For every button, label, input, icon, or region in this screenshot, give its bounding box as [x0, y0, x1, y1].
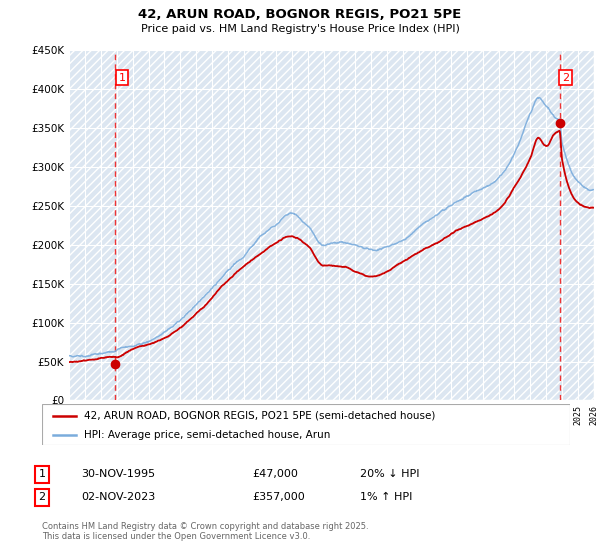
Text: 2: 2	[38, 492, 46, 502]
Text: 1: 1	[119, 73, 125, 83]
Text: 02-NOV-2023: 02-NOV-2023	[81, 492, 155, 502]
Text: HPI: Average price, semi-detached house, Arun: HPI: Average price, semi-detached house,…	[84, 430, 331, 440]
Text: 20% ↓ HPI: 20% ↓ HPI	[360, 469, 419, 479]
Text: 2: 2	[562, 73, 569, 83]
Text: 42, ARUN ROAD, BOGNOR REGIS, PO21 5PE: 42, ARUN ROAD, BOGNOR REGIS, PO21 5PE	[139, 8, 461, 21]
Text: 1% ↑ HPI: 1% ↑ HPI	[360, 492, 412, 502]
Text: Contains HM Land Registry data © Crown copyright and database right 2025.
This d: Contains HM Land Registry data © Crown c…	[42, 522, 368, 542]
Text: £357,000: £357,000	[252, 492, 305, 502]
FancyBboxPatch shape	[42, 404, 570, 445]
Text: 1: 1	[38, 469, 46, 479]
Text: Price paid vs. HM Land Registry's House Price Index (HPI): Price paid vs. HM Land Registry's House …	[140, 24, 460, 34]
Text: 30-NOV-1995: 30-NOV-1995	[81, 469, 155, 479]
Text: £47,000: £47,000	[252, 469, 298, 479]
Text: 42, ARUN ROAD, BOGNOR REGIS, PO21 5PE (semi-detached house): 42, ARUN ROAD, BOGNOR REGIS, PO21 5PE (s…	[84, 411, 436, 421]
